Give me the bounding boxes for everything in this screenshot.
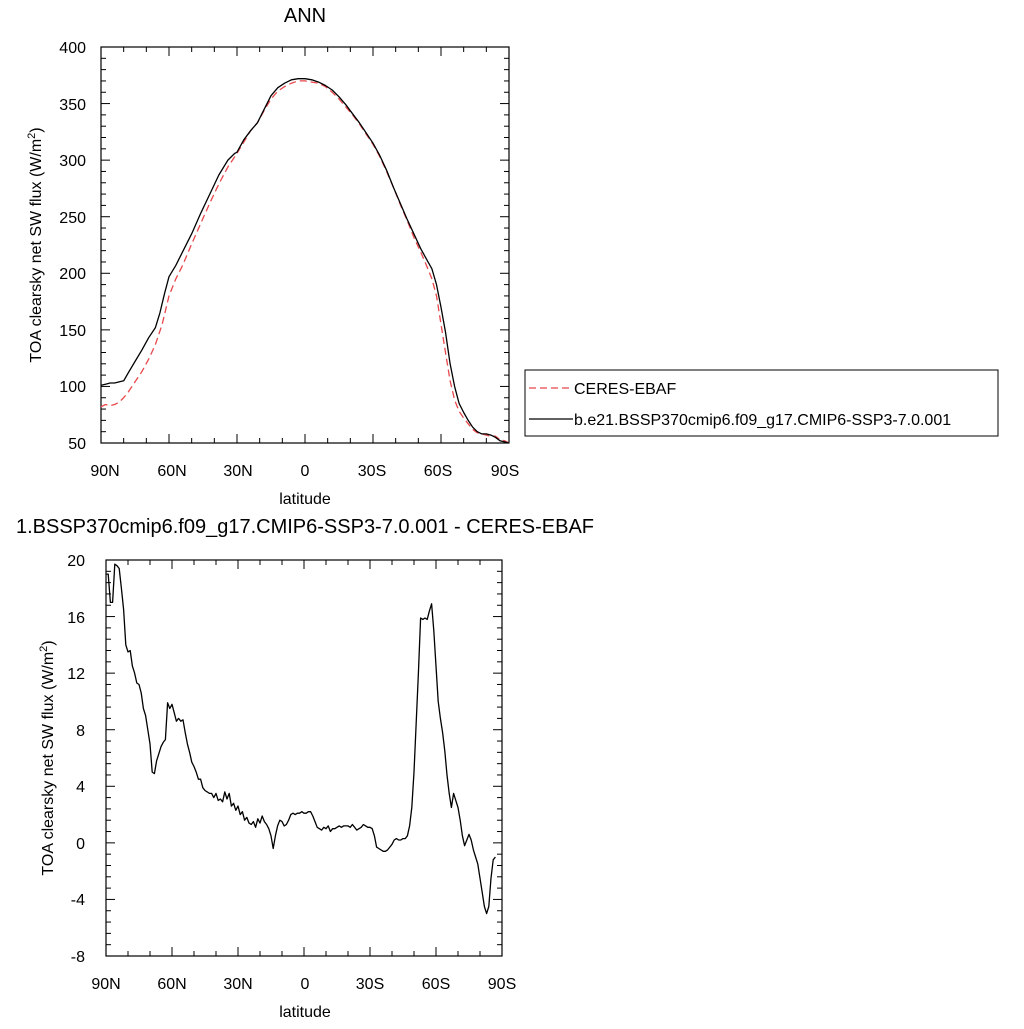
x-tick-label: 30N (223, 463, 252, 480)
y-tick-label: 16 (67, 610, 85, 627)
series-line-ceres (100, 80, 510, 444)
difference-panel: 1.BSSP370cmip6.f09_g17.CMIP6-SSP3-7.0.00… (16, 516, 594, 1021)
legend-box (524, 369, 999, 437)
x-tick-label: 30S (358, 463, 386, 480)
legend: CERES-EBAF b.e21.BSSP370cmip6.f09_g17.CM… (524, 369, 999, 437)
y-tick-label: 250 (59, 210, 86, 227)
legend-entry-ceres: CERES-EBAF (574, 381, 676, 398)
chart-title: ANN (284, 5, 326, 27)
y-tick-label: 20 (67, 553, 85, 570)
x-tick-label: 0 (301, 463, 310, 480)
y-axis-label: TOA clearsky net SW flux (W/m2) (38, 640, 57, 875)
x-tick-label: 60N (157, 976, 186, 993)
x-tick-label: 30S (356, 976, 384, 993)
climatology-panel: ANN 50 100 150 200 250 300 350 400 90N 6… (26, 5, 999, 508)
difference-title: 1.BSSP370cmip6.f09_g17.CMIP6-SSP3-7.0.00… (16, 516, 594, 538)
plot-frame (105, 559, 503, 957)
y-tick-label: 8 (76, 723, 85, 740)
y-axis-label: TOA clearsky net SW flux (W/m2) (26, 127, 45, 362)
y-tick-label: 100 (59, 379, 86, 396)
legend-entry-model: b.e21.BSSP370cmip6.f09_g17.CMIP6-SSP3-7.… (574, 412, 951, 429)
y-tick-label: 150 (59, 323, 86, 340)
y-tick-label: 200 (59, 266, 86, 283)
y-tick-label: 12 (67, 666, 85, 683)
x-tick-label: 90N (90, 463, 119, 480)
y-axis-label-main: TOA clearsky net SW flux (W/m (40, 652, 57, 876)
y-tick-labels: 50 100 150 200 250 300 350 400 (59, 40, 86, 453)
y-tick-label: 300 (59, 153, 86, 170)
y-tick-label: 50 (68, 436, 86, 453)
x-axis-label: latitude (279, 491, 331, 508)
y-axis-label-main: TOA clearsky net SW flux (W/m (28, 139, 45, 363)
y-axis-label-superscript: 2 (38, 646, 50, 652)
difference-line (106, 563, 496, 915)
y-axis-label-superscript: 2 (26, 133, 38, 139)
y-tick-label: 4 (76, 779, 85, 796)
x-tick-label: 60S (424, 463, 452, 480)
tick-marks (105, 559, 503, 957)
y-tick-label: -4 (71, 892, 85, 909)
x-tick-labels: 90N 60N 30N 0 30S 60S 90S (91, 976, 516, 993)
y-axis-label-tail: ) (40, 640, 57, 645)
x-tick-label: 90S (491, 463, 519, 480)
y-tick-label: 350 (59, 97, 86, 114)
y-tick-label: 0 (76, 836, 85, 853)
x-tick-labels: 90N 60N 30N 0 30S 60S 90S (90, 463, 519, 480)
x-tick-label: 0 (301, 976, 310, 993)
y-tick-label: 400 (59, 40, 86, 57)
x-tick-label: 90S (488, 976, 516, 993)
x-axis-label: latitude (279, 1004, 331, 1021)
x-tick-label: 90N (91, 976, 120, 993)
plot-frame (100, 46, 510, 444)
y-tick-label: -8 (71, 949, 85, 966)
tick-marks (100, 46, 510, 444)
y-tick-labels: -8 -4 0 4 8 12 16 20 (67, 553, 85, 966)
x-tick-label: 60N (157, 463, 186, 480)
y-axis-label-tail: ) (28, 127, 45, 132)
series-line-model (100, 78, 510, 444)
x-tick-label: 60S (422, 976, 450, 993)
x-tick-label: 30N (223, 976, 252, 993)
